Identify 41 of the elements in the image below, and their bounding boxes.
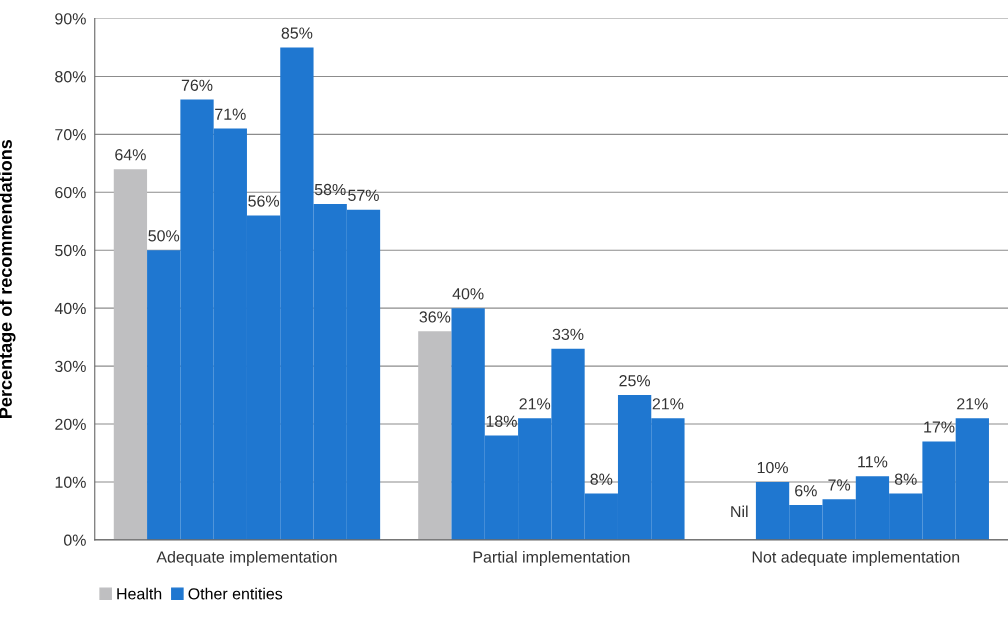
- data-label: 50%: [148, 230, 180, 242]
- data-label: 21%: [652, 398, 684, 410]
- data-label: 25%: [619, 375, 651, 387]
- y-tick-label: 20%: [55, 418, 86, 430]
- data-label: 57%: [348, 189, 379, 201]
- y-tick-label: 10%: [55, 476, 86, 488]
- y-tick-label: 60%: [55, 186, 86, 199]
- y-tick-label: 70%: [55, 129, 86, 141]
- data-label: 17%: [924, 421, 955, 433]
- y-tick-label: 80%: [55, 71, 86, 83]
- data-label: 18%: [486, 415, 517, 427]
- bar: [113, 169, 148, 540]
- data-label: 21%: [519, 398, 551, 410]
- data-label: 64%: [115, 149, 146, 161]
- data-label: 58%: [314, 183, 346, 196]
- data-label: 56%: [248, 195, 280, 207]
- legend-label: Other entities: [188, 587, 283, 600]
- data-label: 6%: [795, 485, 817, 497]
- x-tick-label: Adequate implementation: [156, 550, 337, 566]
- data-label: 33%: [552, 328, 584, 340]
- bar: [418, 331, 452, 540]
- data-label: 8%: [894, 473, 917, 485]
- data-label: 11%: [858, 456, 888, 468]
- legend-label: Health: [117, 587, 162, 600]
- annotation: Nil: [731, 505, 748, 518]
- data-label: 40%: [452, 288, 484, 300]
- data-label: 71%: [215, 108, 246, 120]
- data-label: 10%: [757, 461, 788, 474]
- x-tick-label: Partial implementation: [473, 550, 630, 566]
- data-label: 36%: [419, 311, 451, 323]
- y-tick-label: 40%: [54, 302, 86, 315]
- data-label: 85%: [281, 27, 313, 39]
- y-tick-label: 30%: [55, 360, 86, 373]
- data-label: 21%: [957, 398, 988, 410]
- data-label: 8%: [590, 473, 613, 485]
- x-tick-label: Not adequate implementation: [752, 550, 960, 566]
- y-tick-label: 0%: [63, 534, 86, 546]
- y-tick-label: 50%: [55, 244, 86, 257]
- y-tick-label: 90%: [55, 13, 86, 25]
- data-label: 76%: [181, 79, 213, 91]
- data-label: 7%: [828, 479, 851, 491]
